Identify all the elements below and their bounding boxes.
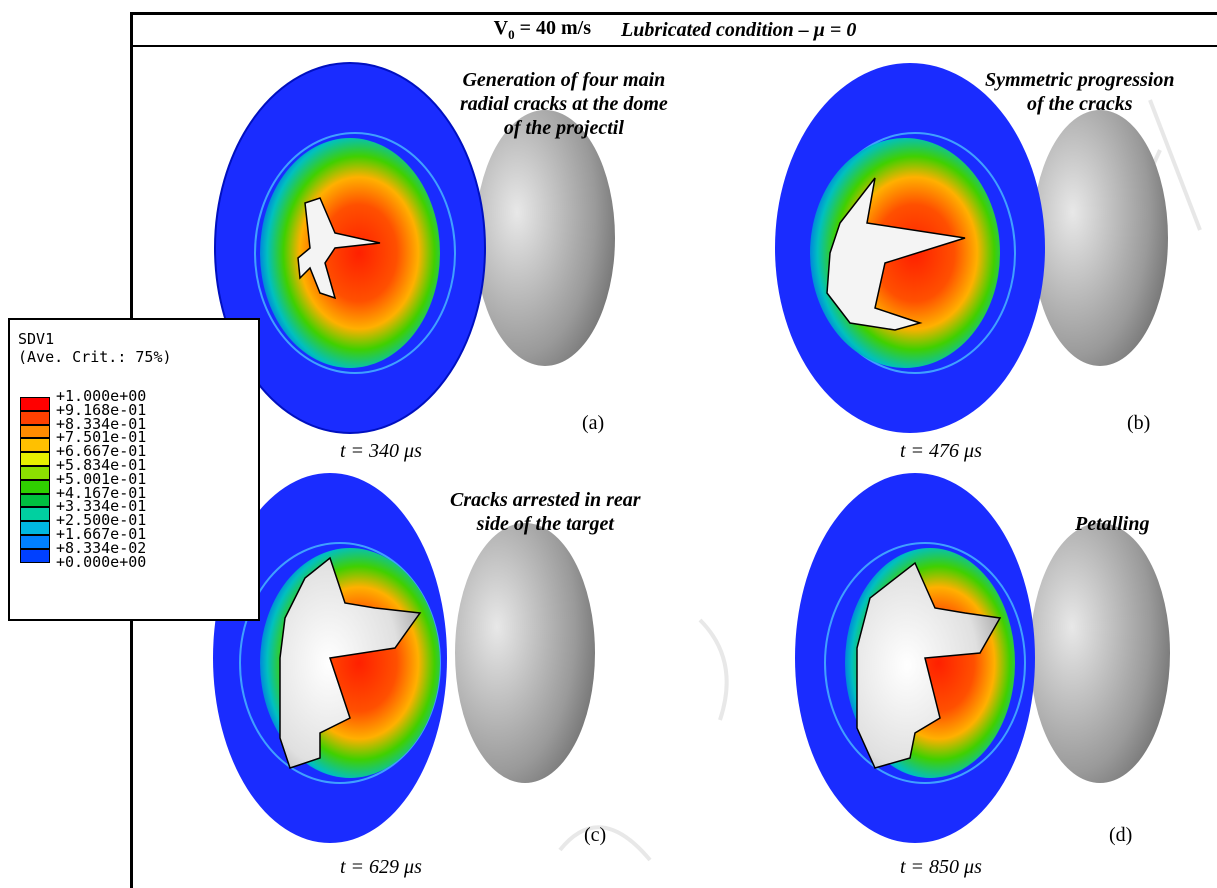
time-label-c: t = 629 μs bbox=[340, 856, 422, 878]
simulation-image-d bbox=[795, 473, 1170, 843]
legend-value: +6.667e-01 bbox=[56, 442, 147, 461]
time-label-b: t = 476 μs bbox=[900, 440, 982, 462]
simulation-image-b bbox=[775, 63, 1168, 433]
legend-swatch bbox=[20, 548, 50, 563]
annotation-d: Petalling bbox=[1075, 513, 1150, 535]
panel-letter-b: (b) bbox=[1127, 412, 1151, 434]
panel-d: Petalling (d) t = 850 μs bbox=[795, 468, 1217, 878]
legend-value: +3.334e-01 bbox=[56, 497, 147, 516]
legend-value: +8.334e-02 bbox=[56, 538, 147, 557]
simulation-image-c bbox=[213, 473, 595, 843]
condition-label: Lubricated condition – μ = 0 bbox=[621, 18, 857, 41]
legend-value: +0.000e+00 bbox=[56, 552, 147, 571]
legend-value: +1.000e+00 bbox=[56, 387, 147, 405]
legend-value: +7.501e-01 bbox=[56, 428, 147, 447]
legend-value: +2.500e-01 bbox=[56, 511, 147, 530]
legend-swatch bbox=[20, 534, 50, 549]
panel-b: Symmetric progression of the cracks (b) … bbox=[745, 48, 1217, 462]
legend-value: +9.168e-01 bbox=[56, 400, 147, 419]
legend-value: +8.334e-01 bbox=[56, 414, 147, 433]
annotation-b: Symmetric progression of the cracks bbox=[985, 69, 1175, 115]
time-label-d: t = 850 μs bbox=[900, 856, 982, 878]
legend-value: +1.667e-01 bbox=[56, 524, 147, 543]
annotation-c: Cracks arrested in rear side of the targ… bbox=[450, 489, 641, 535]
figure-header: V0 = 40 m/s Lubricated condition – μ = 0 bbox=[133, 15, 1217, 47]
velocity-label: V0 = 40 m/s bbox=[493, 17, 592, 42]
legend-swatch bbox=[20, 397, 50, 411]
legend-swatch bbox=[20, 465, 50, 480]
legend-swatch bbox=[20, 479, 50, 494]
legend-title: SDV1 (Ave. Crit.: 75%) bbox=[18, 330, 172, 366]
legend-swatch bbox=[20, 410, 50, 425]
legend-swatch bbox=[20, 493, 50, 508]
legend-value: +4.167e-01 bbox=[56, 483, 147, 502]
legend-values: +1.000e+00 +9.168e-01 +8.334e-01 +7.501e-01… bbox=[56, 387, 147, 571]
legend-swatch bbox=[20, 452, 50, 466]
legend-value: +5.001e-01 bbox=[56, 469, 147, 488]
time-label-a: t = 340 μs bbox=[340, 440, 422, 462]
color-legend: SDV1 (Ave. Crit.: 75%) +1.000e+00 +9.168e-… bbox=[8, 318, 260, 621]
legend-swatch bbox=[20, 424, 50, 439]
panel-letter-a: (a) bbox=[582, 412, 605, 434]
panel-a: Generation of four main radial cracks at… bbox=[160, 48, 700, 462]
legend-swatch bbox=[20, 438, 50, 453]
legend-color-bar bbox=[20, 397, 50, 563]
panel-letter-d: (d) bbox=[1109, 824, 1133, 846]
legend-value: +5.834e-01 bbox=[56, 455, 147, 474]
panel-c: Cracks arrested in rear side of the targ… bbox=[200, 468, 740, 878]
annotation-a: Generation of four main radial cracks at… bbox=[460, 69, 668, 139]
legend-swatch bbox=[20, 521, 50, 535]
legend-swatch bbox=[20, 507, 50, 522]
panel-letter-c: (c) bbox=[584, 824, 607, 846]
simulation-image-a bbox=[214, 62, 615, 434]
